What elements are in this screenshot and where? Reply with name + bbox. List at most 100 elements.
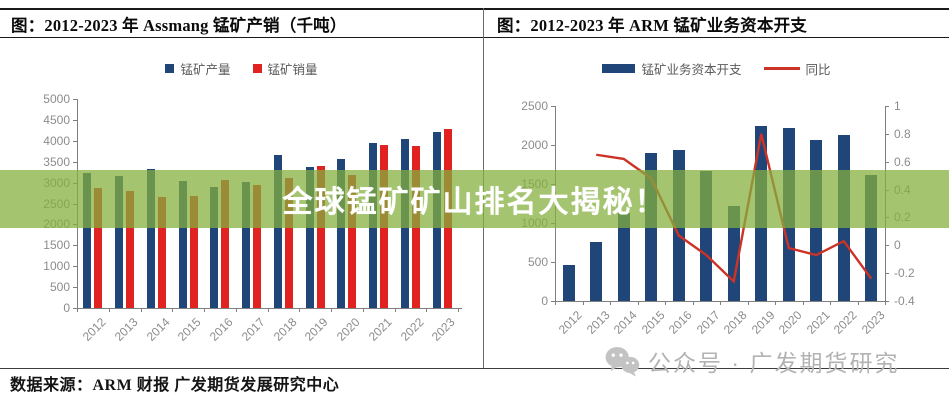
- y-axis-label: 1000: [43, 259, 70, 274]
- x-axis-tick: [720, 301, 721, 305]
- bar-锰矿业务资本开支: [590, 241, 603, 301]
- bar-锰矿产量: [210, 186, 219, 308]
- x-axis-label: 2013: [583, 308, 613, 337]
- y-axis-label: 4500: [43, 112, 70, 127]
- y-axis-label: 4000: [43, 133, 70, 148]
- bar-锰矿产量: [337, 159, 346, 308]
- header-rule: [0, 37, 949, 39]
- watermark: 公众号 · 广发期货研究: [604, 344, 899, 378]
- wechat-icon: [605, 346, 640, 377]
- x-axis-tick: [204, 308, 205, 312]
- secondary-y-axis-tick: [885, 245, 889, 247]
- legend-label: 锰矿产量: [180, 62, 231, 77]
- x-axis-tick: [802, 301, 804, 305]
- y-axis-tick: [73, 287, 77, 289]
- x-axis-label: 2017: [693, 308, 723, 337]
- secondary-y-axis-label: 0: [894, 238, 901, 253]
- x-axis-tick: [362, 308, 364, 312]
- x-axis-label: 2021: [803, 308, 833, 337]
- y-axis-label: 0: [541, 294, 548, 308]
- x-axis-tick: [747, 301, 749, 305]
- y-axis-tick: [73, 99, 77, 100]
- y-axis-tick: [73, 245, 77, 247]
- bottom-rule: [0, 368, 949, 370]
- y-axis-label: 500: [527, 255, 548, 269]
- x-axis-label: 2020: [775, 308, 805, 337]
- secondary-y-axis-label: 0.6: [894, 154, 911, 169]
- bar-锰矿产量: [242, 181, 251, 308]
- y-axis-tick: [73, 119, 77, 121]
- bar-锰矿产量: [273, 155, 282, 308]
- bar-锰矿销量: [157, 196, 166, 308]
- legend-label: 锰矿销量: [267, 62, 318, 77]
- x-axis-label: 2023: [858, 308, 888, 337]
- x-axis-tick: [235, 308, 237, 312]
- bar-锰矿销量: [94, 188, 103, 308]
- y-axis-tick: [73, 140, 77, 142]
- bar-锰矿销量: [284, 177, 293, 308]
- x-axis-tick: [394, 308, 396, 312]
- bar-锰矿销量: [253, 185, 262, 308]
- bar-锰矿产量: [146, 168, 155, 308]
- x-axis-tick: [857, 301, 859, 305]
- x-axis-tick: [775, 301, 776, 305]
- y-axis-tick: [73, 308, 77, 309]
- y-axis-tick: [73, 266, 77, 268]
- legend-item: 锰矿产量: [165, 59, 231, 78]
- legend-swatch: [165, 63, 175, 73]
- secondary-y-axis-tick: [885, 133, 889, 135]
- left-chart-legend: 锰矿产量 锰矿销量: [0, 59, 483, 77]
- bar-锰矿销量: [221, 180, 230, 308]
- y-axis-tick: [551, 301, 555, 302]
- legend-swatch: [602, 63, 636, 73]
- y-axis-label: 5000: [43, 92, 70, 106]
- x-axis-label: 2018: [720, 308, 750, 337]
- legend-item: 同比: [763, 59, 831, 78]
- secondary-y-axis-label: -0.2: [894, 266, 915, 281]
- x-axis-tick: [77, 308, 78, 312]
- x-axis-tick: [582, 301, 584, 305]
- bar-锰矿产量: [115, 175, 124, 308]
- x-axis-tick: [555, 301, 556, 305]
- bar-锰矿业务资本开支: [562, 265, 575, 301]
- x-axis-label: 2016: [665, 308, 695, 337]
- x-axis-label: 2019: [748, 308, 778, 337]
- x-axis-tick: [331, 308, 332, 312]
- legend-item: 锰矿销量: [252, 59, 318, 78]
- x-axis-tick: [458, 308, 459, 312]
- x-axis-label: 2015: [638, 308, 668, 337]
- x-axis-tick: [299, 308, 301, 312]
- legend-swatch: [252, 63, 262, 73]
- secondary-y-axis-tick: [885, 273, 889, 275]
- bar-锰矿销量: [316, 165, 325, 308]
- watermark-text: 公众号 · 广发期货研究: [648, 350, 900, 376]
- x-axis-tick: [140, 308, 142, 312]
- x-axis-label: 2022: [830, 308, 860, 337]
- y-axis-label: 500: [49, 280, 70, 295]
- y-axis-tick: [551, 145, 555, 146]
- x-axis-tick: [426, 308, 428, 312]
- bar-锰矿销量: [348, 175, 357, 308]
- bar-锰矿产量: [178, 180, 187, 308]
- y-axis-tick: [73, 161, 77, 163]
- promo-banner: 全球锰矿矿山排名大揭秘！: [0, 170, 949, 228]
- banner-text: 全球锰矿矿山排名大揭秘！: [282, 186, 667, 219]
- x-axis-label: 2012: [555, 308, 585, 337]
- secondary-y-axis-tick: [885, 161, 889, 163]
- x-axis-tick: [637, 301, 639, 305]
- bar-锰矿产量: [305, 167, 314, 308]
- y-axis-tick: [551, 262, 555, 263]
- right-chart-title: 图：2012-2023 年 ARM 锰矿业务资本开支: [497, 16, 807, 35]
- legend-swatch: [763, 66, 800, 70]
- secondary-y-axis-label: 1: [894, 99, 901, 113]
- bar-锰矿产量: [83, 173, 92, 308]
- y-axis-label: 2000: [521, 138, 548, 152]
- top-rule: [0, 8, 949, 10]
- secondary-y-axis-label: 0.8: [894, 126, 911, 141]
- x-axis-line: [77, 308, 462, 310]
- x-axis-tick: [830, 301, 831, 305]
- x-axis-tick: [692, 301, 694, 305]
- y-axis-label: 2500: [521, 99, 548, 113]
- x-axis-tick: [172, 308, 174, 312]
- legend-item: 锰矿业务资本开支: [602, 59, 742, 78]
